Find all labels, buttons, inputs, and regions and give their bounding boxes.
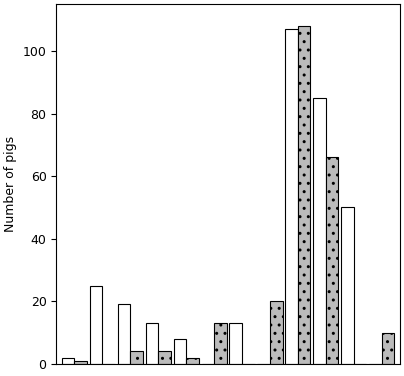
Bar [285,29,298,364]
Bar [146,323,158,364]
Bar [229,323,242,364]
Bar [118,305,130,364]
Bar [174,339,186,364]
Y-axis label: Number of pigs: Number of pigs [4,136,17,232]
Bar [341,208,354,364]
Bar [313,98,326,364]
Bar [214,323,227,364]
Bar [158,351,171,364]
Bar [90,286,102,364]
Bar [326,158,339,364]
Bar [382,332,394,364]
Bar [186,358,199,364]
Bar [130,351,143,364]
Bar [270,301,282,364]
Bar [298,26,310,364]
Bar [62,358,74,364]
Bar [74,361,87,364]
